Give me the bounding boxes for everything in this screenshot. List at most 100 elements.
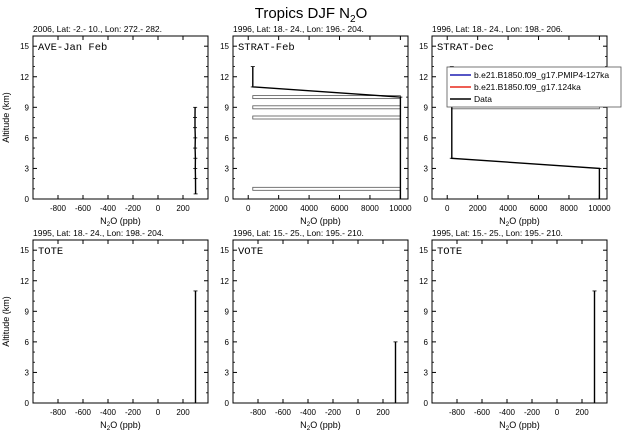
legend: b.e21.B1850.f09_g17.PMIP4-127ka b.e21.B18… [446,66,622,108]
x-tick-label: 2000 [469,204,487,213]
plot-frame [431,239,608,404]
y-tick-label: 9 [225,307,230,316]
y-tick-label: 3 [424,368,429,377]
y-tick-label: 6 [424,134,429,143]
x-tick-label: -800 [449,408,466,417]
panel-subtitle: 1995, Lat: 18.- 24., Lon: 198.- 204. [33,228,164,238]
panel-5: 1996, Lat: 15.- 25., Lon: 195.- 210. VOTE… [220,228,409,432]
x-axis-label: N2O (ppb) [499,216,540,228]
x-tick-label: 6000 [530,204,548,213]
x-tick-label: -800 [250,408,267,417]
y-tick-label: 15 [20,42,29,51]
y-tick-label: 9 [424,103,429,112]
x-tick-label: -200 [125,204,142,213]
x-tick-label: 0 [555,408,560,417]
x-axis-label-suffix: O (ppb) [110,216,141,226]
y-tick-label: 12 [419,277,428,286]
x-tick-label: 4000 [499,204,517,213]
y-tick-label: 9 [25,307,30,316]
x-tick-label: 8000 [361,204,379,213]
legend-entry-label: Data [474,94,492,104]
plot-frame [32,239,209,404]
y-tick-label: 6 [424,338,429,347]
y-tick-label: 6 [225,338,230,347]
campaign-label: TOTE [437,246,462,258]
y-tick-label: 6 [25,134,30,143]
x-tick-label: -400 [300,408,317,417]
x-tick-label: -600 [474,408,491,417]
x-tick-label: -600 [75,408,92,417]
x-axis-label-prefix: N [300,420,307,430]
panel-subtitle: 1996, Lat: 15.- 25., Lon: 195.- 210. [233,228,364,238]
y-axis-label: Altitude (km) [1,92,11,143]
panel-4: 1995, Lat: 18.- 24., Lon: 198.- 204. TOTE… [1,228,209,432]
range-bar [252,115,401,120]
legend-box [446,66,622,108]
x-axis-label: N2O (ppb) [100,420,141,432]
x-tick-label: 2000 [270,204,288,213]
x-tick-label: 0 [156,408,161,417]
x-axis-label-sub: 2 [107,425,111,432]
panel-subtitle: 1995, Lat: 15.- 25., Lon: 195.- 210. [432,228,563,238]
y-tick-label: 6 [225,134,230,143]
y-tick-label: 15 [220,42,229,51]
x-axis-label-suffix: O (ppb) [110,420,141,430]
x-axis-label-sub: 2 [307,221,311,228]
series-line-data [194,107,197,194]
x-tick-label: -800 [50,408,67,417]
x-axis-label-suffix: O (ppb) [310,216,341,226]
y-tick-label: 0 [424,195,429,204]
panel-2: 1996, Lat: 18.- 24., Lon: 196.- 204. STRA… [220,24,412,228]
legend-entry-label: b.e21.B1850.f09_g17.124ka [474,82,581,92]
y-tick-label: 15 [220,246,229,255]
y-tick-label: 12 [220,73,229,82]
x-axis-label: N2O (ppb) [499,420,540,432]
y-tick-label: 12 [220,277,229,286]
panels: 2006, Lat: -2.- 10., Lon: 272.- 282. AVE-… [1,24,611,432]
x-tick-label: -800 [50,204,67,213]
x-tick-label: 200 [176,408,190,417]
x-axis-label-suffix: O (ppb) [310,420,341,430]
y-tick-label: 0 [424,399,429,408]
plot-frame [232,239,409,404]
campaign-label: VOTE [238,246,263,258]
y-tick-label: 3 [225,368,230,377]
y-tick-label: 0 [25,399,30,408]
x-tick-label: 0 [156,204,161,213]
x-axis-label-suffix: O (ppb) [509,420,540,430]
y-tick-label: 6 [25,338,30,347]
x-tick-label: 8000 [560,204,578,213]
x-tick-label: 200 [176,204,190,213]
x-axis-label: N2O (ppb) [300,216,341,228]
x-tick-label: -200 [325,408,342,417]
x-tick-label: 0 [356,408,361,417]
range-bar [252,186,401,191]
panel-subtitle: 2006, Lat: -2.- 10., Lon: 272.- 282. [33,24,162,34]
y-tick-label: 9 [424,307,429,316]
y-tick-label: 15 [20,246,29,255]
y-tick-label: 15 [419,42,428,51]
y-tick-label: 12 [20,73,29,82]
x-axis-label-sub: 2 [506,221,510,228]
x-tick-label: 10000 [389,204,412,213]
panel-3: 1996, Lat: 18.- 24., Lon: 198.- 206. STRA… [419,24,611,228]
plot-frame [32,35,209,200]
x-axis-label-prefix: N [100,216,107,226]
x-axis-label-prefix: N [499,216,506,226]
y-tick-label: 15 [419,246,428,255]
x-tick-label: -400 [499,408,516,417]
plot-frame [431,35,608,200]
y-tick-label: 9 [25,103,30,112]
x-tick-label: 0 [246,204,251,213]
campaign-label: STRAT-Dec [437,42,494,54]
panel-6: 1995, Lat: 15.- 25., Lon: 195.- 210. TOTE… [419,228,608,432]
campaign-label: TOTE [38,246,63,258]
x-tick-label: 6000 [331,204,349,213]
x-tick-label: -600 [275,408,292,417]
panel-subtitle: 1996, Lat: 18.- 24., Lon: 198.- 206. [432,24,563,34]
x-axis-label: N2O (ppb) [300,420,341,432]
y-tick-label: 3 [25,164,30,173]
y-tick-label: 0 [225,399,230,408]
x-axis-label-prefix: N [300,216,307,226]
